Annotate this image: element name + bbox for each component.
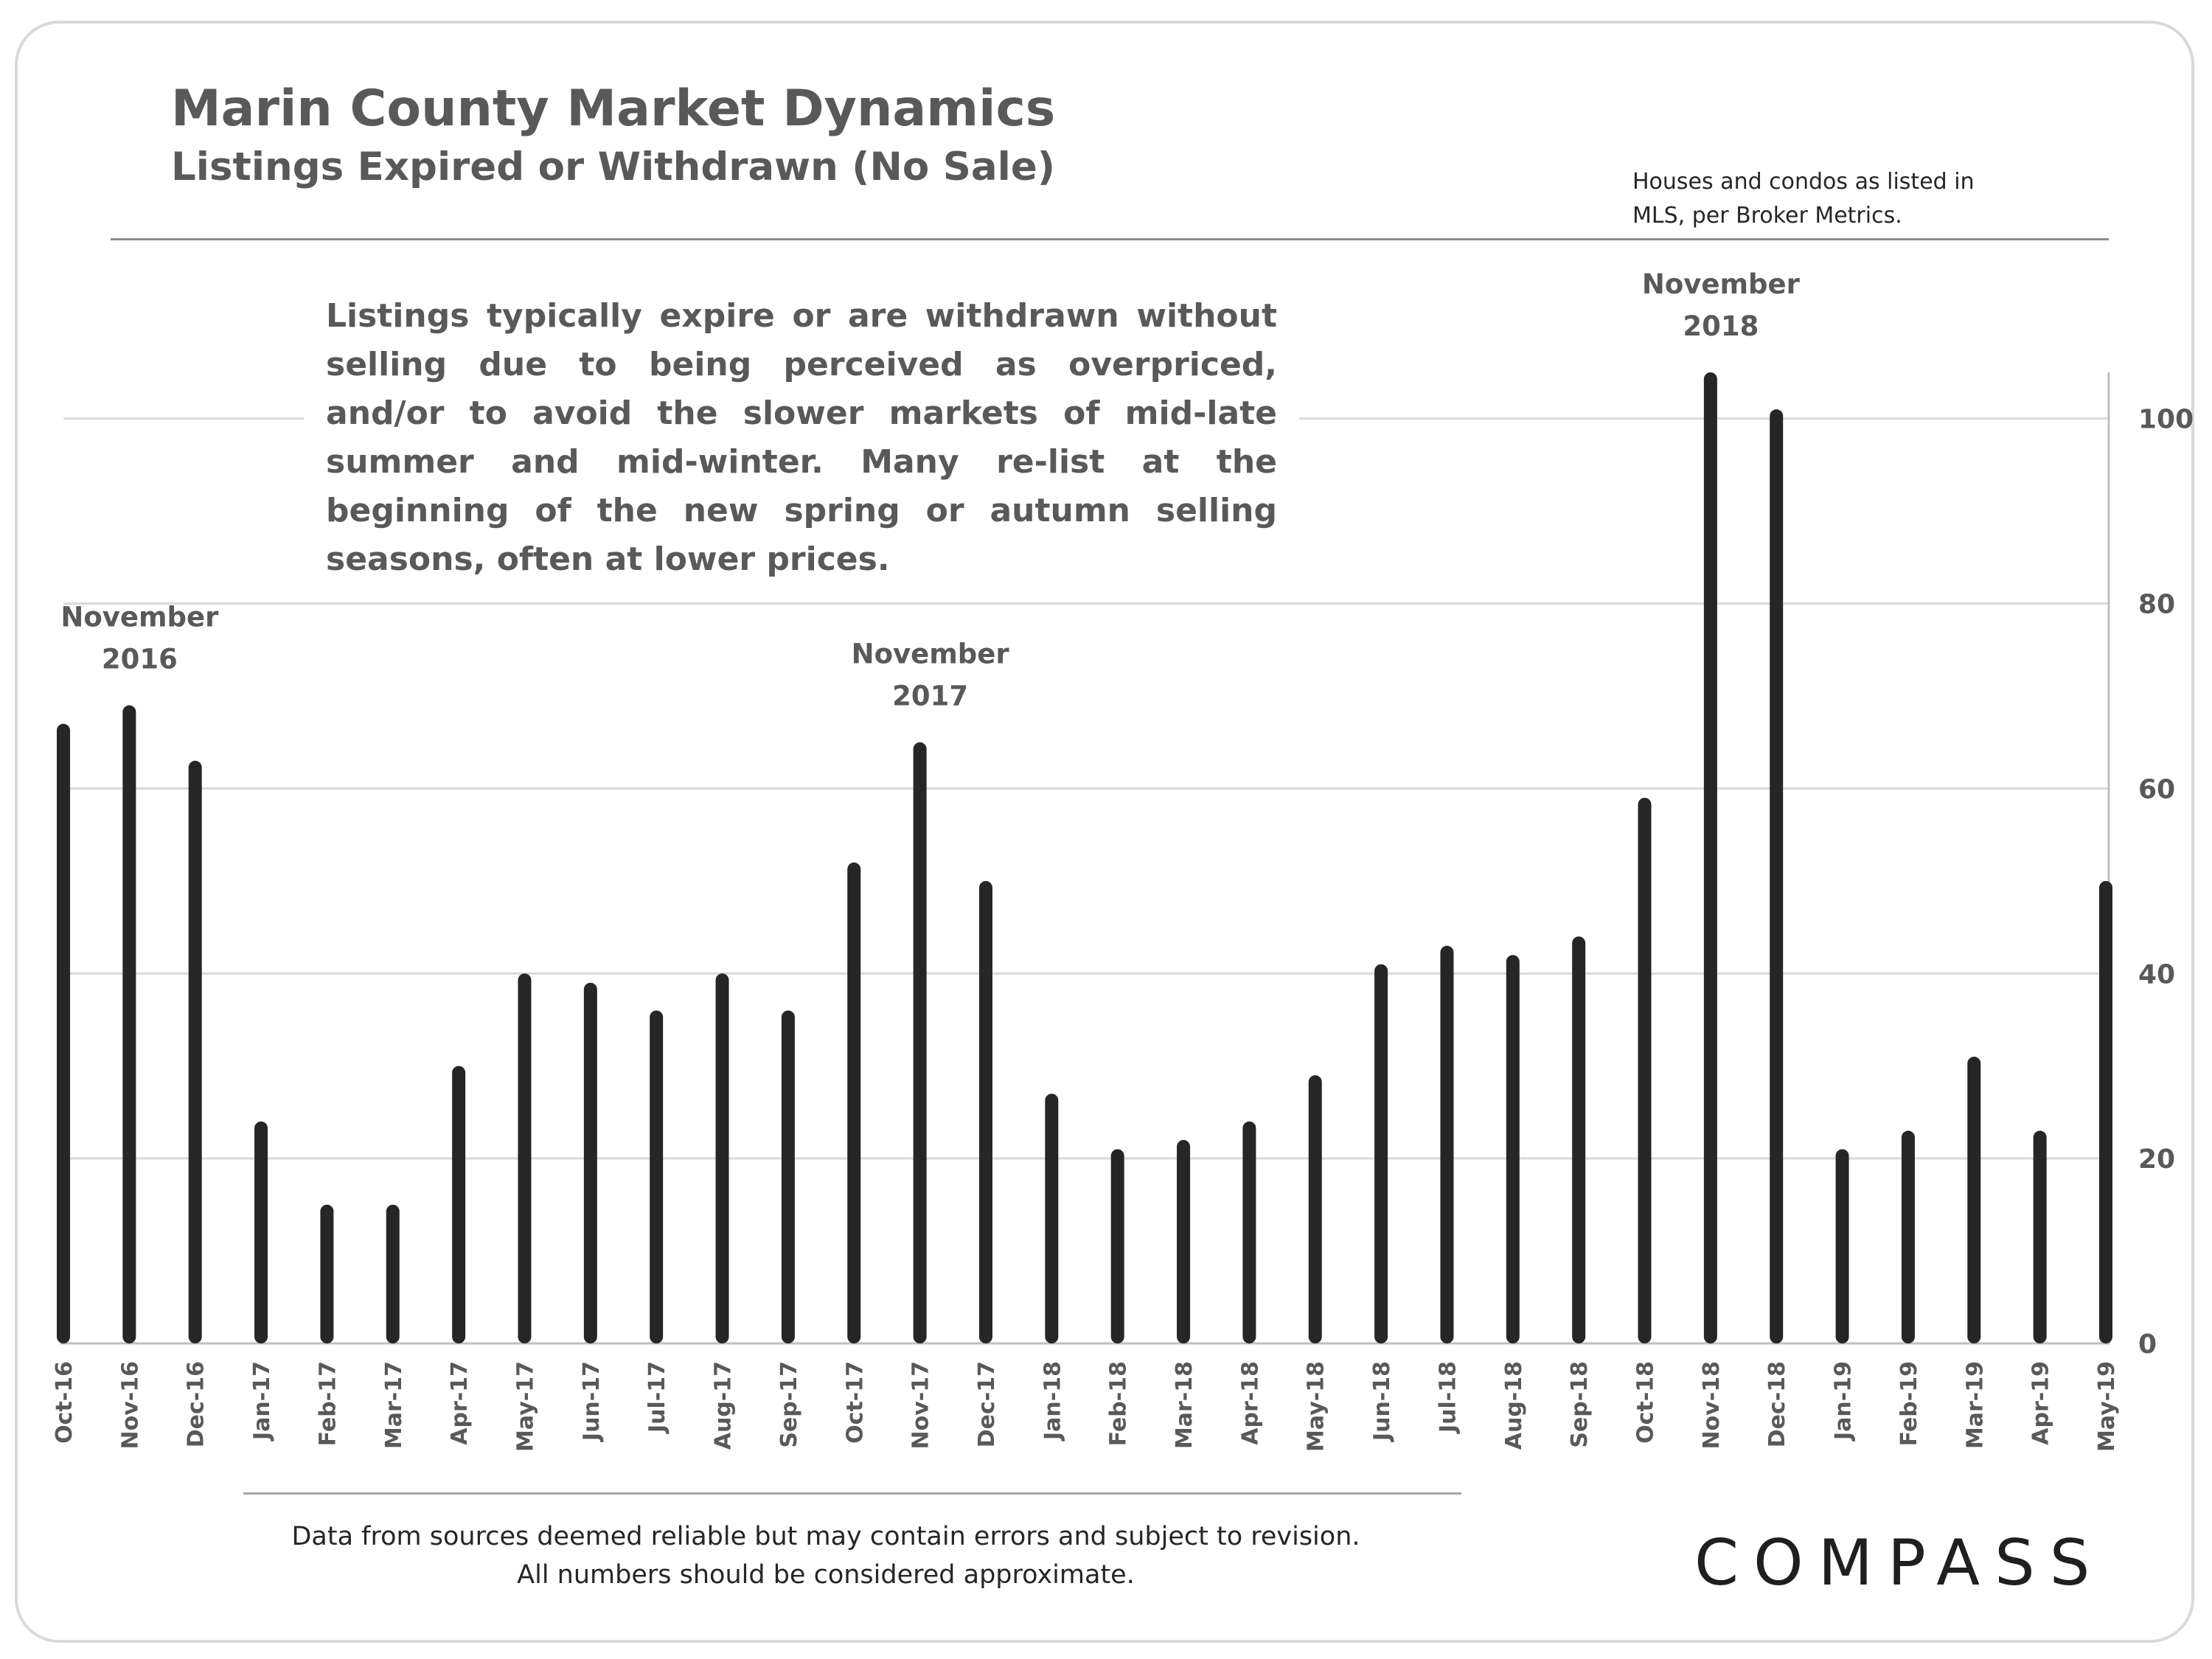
bar-jan-17 xyxy=(254,1121,268,1343)
x-tick-label: Oct-16 xyxy=(52,1361,77,1444)
y-tick-label: 20 xyxy=(2138,1144,2175,1175)
y-tick-label: 40 xyxy=(2138,959,2175,990)
bar-aug-18 xyxy=(1506,955,1520,1343)
annotation-line-1: November xyxy=(852,639,1010,670)
y-tick-label: 60 xyxy=(2138,774,2175,804)
annotation-line-1: November xyxy=(60,602,219,633)
bar-oct-18 xyxy=(1638,797,1652,1343)
bar-jan-18 xyxy=(1045,1093,1059,1343)
bar-sep-17 xyxy=(781,1010,795,1343)
x-tick-label: Oct-18 xyxy=(1633,1361,1659,1444)
bar-oct-16 xyxy=(57,723,70,1343)
x-tick-label: Sep-17 xyxy=(776,1361,802,1448)
y-tick-label: 100 xyxy=(2138,405,2194,435)
x-tick-label: Feb-18 xyxy=(1106,1361,1132,1446)
x-tick-label: May-18 xyxy=(1304,1361,1329,1452)
bar-jan-19 xyxy=(1835,1149,1849,1343)
bar-dec-18 xyxy=(1770,409,1784,1344)
x-tick-label: Feb-19 xyxy=(1896,1361,1922,1446)
x-tick-label: Jan-17 xyxy=(249,1361,275,1441)
chart-frame xyxy=(15,21,2194,1643)
bar-dec-16 xyxy=(188,760,202,1343)
x-tick-label: Jan-19 xyxy=(1831,1361,1857,1441)
bar-nov-17 xyxy=(913,742,927,1343)
bar-jun-18 xyxy=(1374,964,1388,1343)
x-tick-label: Nov-17 xyxy=(908,1361,934,1449)
bar-feb-17 xyxy=(320,1204,334,1343)
bar-apr-18 xyxy=(1242,1121,1256,1343)
bar-apr-19 xyxy=(2033,1130,2047,1343)
footer-line-2: All numbers should be considered approxi… xyxy=(517,1560,1135,1590)
bar-apr-17 xyxy=(452,1065,466,1343)
source-note-line-2: MLS, per Broker Metrics. xyxy=(1632,203,1902,229)
x-tick-label: Mar-17 xyxy=(381,1361,407,1449)
footer-line-1: Data from sources deemed reliable but ma… xyxy=(291,1522,1360,1551)
bar-aug-17 xyxy=(715,973,729,1343)
bar-mar-19 xyxy=(1967,1057,1981,1343)
x-tick-label: Dec-18 xyxy=(1764,1361,1790,1447)
footer-disclaimer: Data from sources deemed reliable but ma… xyxy=(280,1517,1371,1594)
annotation-line-2: 2018 xyxy=(1683,310,1759,342)
x-tick-label: Jun-17 xyxy=(579,1361,605,1442)
y-tick-label: 80 xyxy=(2138,590,2175,620)
header-divider xyxy=(111,238,2109,240)
bar-dec-17 xyxy=(978,880,992,1343)
page-subtitle: Listings Expired or Withdrawn (No Sale) xyxy=(171,145,1056,189)
bar-may-19 xyxy=(2099,880,2112,1343)
bar-jul-18 xyxy=(1440,945,1454,1343)
x-tick-label: May-17 xyxy=(512,1361,538,1452)
bar-may-17 xyxy=(518,973,532,1343)
bar-nov-18 xyxy=(1703,372,1717,1343)
bar-mar-18 xyxy=(1177,1140,1191,1343)
x-tick-label: Mar-19 xyxy=(1962,1361,1988,1449)
x-tick-label: Mar-18 xyxy=(1172,1361,1197,1449)
x-tick-label: Jan-18 xyxy=(1040,1361,1065,1441)
x-tick-label: Aug-17 xyxy=(711,1361,737,1450)
x-tick-label: Jul-17 xyxy=(644,1361,670,1434)
explanation-callout: Listings typically expire or are withdra… xyxy=(304,288,1299,590)
x-tick-label: Jun-18 xyxy=(1369,1361,1395,1442)
bar-sep-18 xyxy=(1572,936,1586,1343)
bar-nov-16 xyxy=(122,705,136,1343)
x-tick-label: May-19 xyxy=(2094,1361,2120,1452)
compass-logo: COMPASS xyxy=(1694,1526,2105,1600)
bar-jul-17 xyxy=(650,1010,664,1343)
annotation-line-1: November xyxy=(1642,268,1801,300)
x-tick-label: Jul-18 xyxy=(1435,1361,1461,1434)
page-title: Marin County Market Dynamics xyxy=(171,80,1056,138)
x-tick-label: Sep-18 xyxy=(1567,1361,1593,1448)
x-tick-label: Feb-17 xyxy=(315,1361,341,1446)
x-tick-label: Oct-17 xyxy=(842,1361,868,1444)
bar-may-18 xyxy=(1308,1075,1322,1343)
x-tick-label: Nov-18 xyxy=(1699,1361,1725,1449)
annotation-line-2: 2017 xyxy=(892,681,968,712)
annotation-line-2: 2016 xyxy=(102,644,178,675)
bar-oct-17 xyxy=(847,862,861,1343)
x-tick-label: Dec-17 xyxy=(974,1361,1000,1447)
x-tick-label: Dec-16 xyxy=(184,1361,209,1447)
x-tick-label: Aug-18 xyxy=(1501,1361,1527,1450)
bar-feb-18 xyxy=(1110,1149,1124,1343)
x-tick-label: Apr-17 xyxy=(447,1361,473,1445)
x-tick-label: Apr-19 xyxy=(2028,1361,2054,1445)
x-tick-label: Nov-16 xyxy=(117,1361,143,1449)
source-note-line-1: Houses and condos as listed in xyxy=(1632,169,1975,195)
bar-jun-17 xyxy=(583,982,597,1343)
bar-feb-19 xyxy=(1901,1130,1915,1343)
source-note: Houses and condos as listed in MLS, per … xyxy=(1632,165,2045,233)
y-tick-label: 0 xyxy=(2138,1329,2157,1360)
bar-mar-17 xyxy=(386,1204,400,1343)
footer-divider xyxy=(243,1492,1461,1495)
x-tick-label: Apr-18 xyxy=(1237,1361,1263,1445)
